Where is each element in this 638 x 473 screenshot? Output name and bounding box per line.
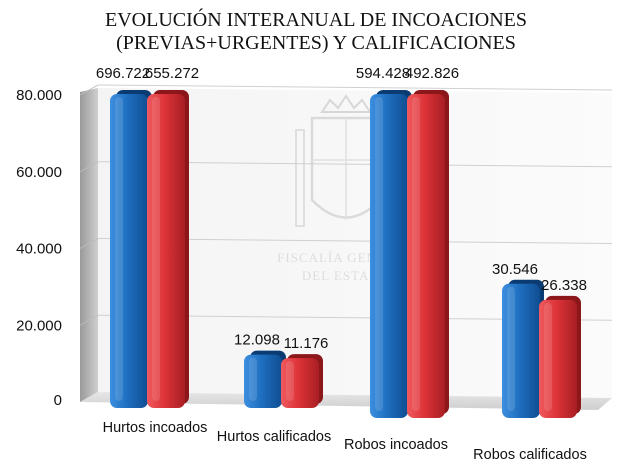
- y-tick-label: 40.000: [16, 241, 62, 258]
- data-label: 655.272: [145, 65, 199, 82]
- chart-title-line-2: (PREVIAS+URGENTES) Y CALIFICACIONES: [116, 32, 516, 54]
- data-label: 594.428: [356, 65, 410, 82]
- data-label: 11.176: [284, 335, 329, 352]
- bar-highlight: [249, 357, 257, 401]
- side-wall: [80, 88, 98, 402]
- gridline-side: [79, 161, 99, 173]
- data-label: 26.338: [541, 277, 587, 294]
- bar-highlight: [375, 97, 383, 411]
- bar: [407, 94, 445, 418]
- chart-title-line-1: EVOLUCIÓN INTERANUAL DE INCOACIONES: [105, 7, 527, 31]
- data-label: 30.546: [492, 261, 538, 278]
- bar-highlight: [412, 97, 420, 411]
- data-label: 12.098: [234, 332, 280, 349]
- bar-highlight: [544, 302, 552, 411]
- bar: [370, 94, 408, 418]
- emblem-crown: [320, 94, 372, 113]
- bar-highlight: [286, 361, 294, 401]
- emblem-pillar-left: [295, 129, 305, 227]
- y-tick-label: 80.000: [16, 87, 62, 104]
- gridline-side: [79, 84, 99, 96]
- bar-highlight: [152, 97, 160, 401]
- bar: [244, 354, 282, 408]
- y-axis: 0 20.000 40.000 60.000 80.000: [16, 87, 62, 409]
- x-axis: Hurtos incoados Hurtos calificados Robos i…: [103, 420, 587, 463]
- x-category-label: Hurtos calificados: [217, 429, 331, 445]
- bar: [539, 299, 577, 418]
- bar: [147, 94, 185, 408]
- x-category-label: Robos calificados: [473, 447, 587, 463]
- gridline-side: [79, 238, 99, 249]
- y-tick-label: 60.000: [16, 164, 62, 181]
- gridline-side: [79, 314, 99, 326]
- y-tick-label: 0: [54, 392, 62, 409]
- watermark-text-line-2: DEL ESTADO: [302, 268, 390, 283]
- gridline: [97, 84, 613, 91]
- bar: [502, 283, 540, 418]
- bars: [110, 90, 581, 418]
- x-category-label: Robos incoados: [344, 437, 448, 453]
- y-tick-label: 20.000: [16, 317, 62, 334]
- bar-highlight: [507, 286, 515, 411]
- floor: [80, 392, 612, 410]
- data-label: 492.826: [405, 65, 459, 82]
- x-category-label: Hurtos incoados: [103, 420, 208, 436]
- bar: [110, 94, 148, 408]
- data-label: 696.722: [96, 65, 150, 82]
- bar: [281, 358, 319, 408]
- bar-highlight: [115, 97, 123, 401]
